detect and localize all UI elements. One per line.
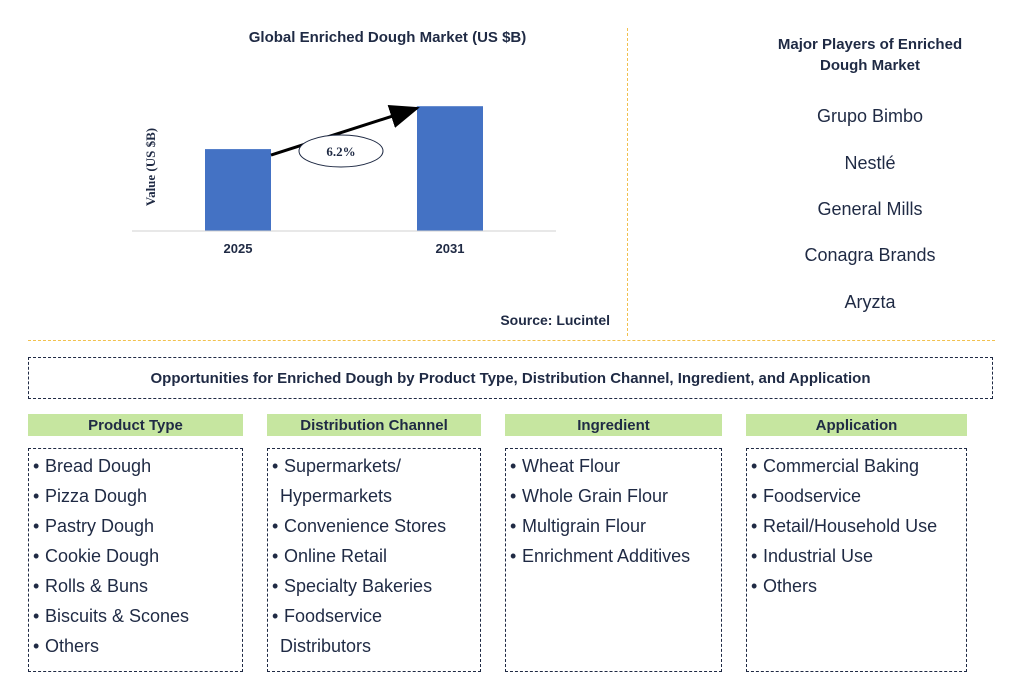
list-item: • Others: [33, 636, 100, 656]
players-title: Major Players of Enriched Dough Market: [750, 34, 990, 76]
category-list-distribution-channel: • Supermarkets/ Hypermarkets • Convenience…: [267, 448, 481, 672]
category-list-ingredient: • Wheat Flour • Whole Grain Flour • Multigr…: [505, 448, 722, 672]
player-item: Conagra Brands: [804, 245, 936, 265]
list-item: • Multigrain Flour: [510, 516, 647, 536]
source-label: Source: Lucintel: [500, 312, 610, 328]
cagr-label: 6.2%: [326, 144, 355, 159]
x-tick-label: 2025: [224, 241, 253, 256]
list-item: • Bread Dough: [33, 456, 152, 476]
category-heading-distribution-channel: Distribution Channel: [267, 414, 481, 436]
category-list-product-type: • Bread Dough • Pizza Dough • Pastry Dough …: [28, 448, 243, 672]
growth-arrow: [270, 105, 420, 157]
horizontal-divider: [28, 340, 995, 341]
chart-title: Global Enriched Dough Market (US $B): [248, 29, 527, 46]
list-item: • Convenience Stores: [272, 516, 447, 536]
category-list-application: • Commercial Baking • Foodservice • Retail/…: [746, 448, 967, 672]
player-item: Nestlé: [844, 153, 896, 173]
list-item: • Industrial Use: [751, 546, 874, 566]
player-item: Grupo Bimbo: [816, 106, 924, 126]
list-item: • Foodservice: [272, 606, 383, 626]
list-item: • Supermarkets/: [272, 456, 402, 476]
list-item: • Whole Grain Flour: [510, 486, 669, 506]
list-item: • Biscuits & Scones: [33, 606, 190, 626]
list-item: • Pastry Dough: [33, 516, 155, 536]
y-axis-label: Value (US $B): [143, 128, 158, 206]
player-item: Aryzta: [844, 292, 896, 312]
list-item-continuation: Hypermarkets: [280, 486, 393, 506]
list-item: • Cookie Dough: [33, 546, 160, 566]
bar-2025: [205, 149, 271, 231]
x-tick-label: 2031: [436, 241, 465, 256]
players-title-line2: Dough Market: [819, 57, 920, 74]
bar-2031: [417, 106, 483, 231]
list-item: • Enrichment Additives: [510, 546, 691, 566]
list-item: • Wheat Flour: [510, 456, 621, 476]
list-item: • Rolls & Buns: [33, 576, 149, 596]
vertical-divider: [627, 28, 628, 336]
opportunities-title: Opportunities for Enriched Dough by Prod…: [28, 357, 993, 399]
list-item: • Retail/Household Use: [751, 516, 938, 536]
category-heading-application: Application: [746, 414, 967, 436]
list-item: • Foodservice: [751, 486, 862, 506]
list-item: • Specialty Bakeries: [272, 576, 433, 596]
list-item: • Pizza Dough: [33, 486, 148, 506]
category-heading-product-type: Product Type: [28, 414, 243, 436]
list-item: • Others: [751, 576, 818, 596]
bar-chart: 2025 2031 Value (US $B) 6.2%: [132, 105, 556, 256]
players-title-line1: Major Players of Enriched: [777, 36, 963, 53]
category-heading-ingredient: Ingredient: [505, 414, 722, 436]
list-item-continuation: Distributors: [280, 636, 372, 656]
cagr-ellipse: [298, 134, 384, 168]
player-item: General Mills: [817, 199, 923, 219]
list-item: • Online Retail: [272, 546, 388, 566]
list-item: • Commercial Baking: [751, 456, 920, 476]
